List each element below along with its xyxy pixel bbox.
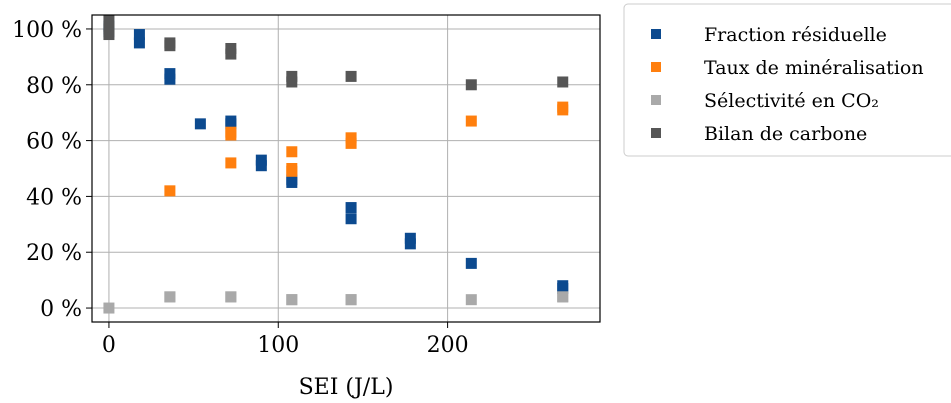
data-point-series-1 bbox=[164, 68, 176, 80]
x-tick-label: 200 bbox=[427, 333, 469, 358]
data-point-series-3 bbox=[164, 291, 176, 303]
data-point-series-3 bbox=[286, 294, 298, 306]
y-tick-label: 40 % bbox=[26, 185, 82, 210]
x-tick-label: 100 bbox=[257, 333, 299, 358]
data-point-series-4 bbox=[286, 76, 298, 88]
data-point-series-3 bbox=[103, 302, 115, 314]
y-tick-label: 100 % bbox=[12, 18, 82, 43]
data-point-series-3 bbox=[225, 291, 237, 303]
data-point-series-1 bbox=[225, 118, 237, 130]
data-point-series-3 bbox=[557, 291, 569, 303]
data-point-series-1 bbox=[133, 29, 145, 41]
data-point-series-2 bbox=[345, 137, 357, 149]
y-tick-label: 80 % bbox=[26, 74, 82, 99]
y-tick-label: 0 % bbox=[40, 297, 82, 322]
data-point-series-1 bbox=[557, 283, 569, 295]
data-point-series-4 bbox=[286, 70, 298, 82]
data-point-series-2 bbox=[465, 115, 477, 127]
data-point-series-1 bbox=[255, 160, 267, 172]
data-point-series-4 bbox=[103, 29, 115, 41]
y-tick-label: 60 % bbox=[26, 130, 82, 155]
legend: Fraction résiduelle Taux de minéralisatio… bbox=[623, 3, 951, 157]
axis-ticks: 0 100 200 0 % 20 % 40 % 60 % 80 % 100 % bbox=[12, 18, 468, 358]
data-point-series-3 bbox=[465, 294, 477, 306]
y-tick-label: 20 % bbox=[26, 241, 82, 266]
data-point-series-1 bbox=[194, 118, 206, 130]
data-point-series-2 bbox=[164, 185, 176, 197]
data-point-series-1 bbox=[345, 213, 357, 225]
legend-label: Sélectivité en CO₂ bbox=[704, 90, 879, 112]
grid bbox=[92, 15, 600, 322]
data-point-series-2 bbox=[345, 132, 357, 144]
data-point-series-2 bbox=[225, 157, 237, 169]
legend-box bbox=[623, 3, 951, 157]
data-point-series-4 bbox=[557, 76, 569, 88]
data-point-series-4 bbox=[103, 23, 115, 35]
data-point-series-1 bbox=[465, 257, 477, 269]
data-point-series-1 bbox=[345, 202, 357, 214]
data-point-series-1 bbox=[255, 154, 267, 166]
data-point-series-4 bbox=[225, 48, 237, 60]
legend-marker bbox=[651, 95, 661, 105]
data-point-series-2 bbox=[286, 165, 298, 177]
data-point-series-4 bbox=[345, 70, 357, 82]
legend-label: Fraction résiduelle bbox=[704, 24, 887, 46]
legend-marker bbox=[651, 128, 661, 138]
data-point-series-4 bbox=[465, 79, 477, 91]
data-point-series-2 bbox=[225, 129, 237, 141]
data-point-series-4 bbox=[103, 15, 115, 27]
legend-marker bbox=[651, 29, 661, 39]
data-point-series-1 bbox=[164, 73, 176, 85]
legend-label: Bilan de carbone bbox=[704, 123, 867, 145]
data-point-series-2 bbox=[286, 146, 298, 158]
data-points bbox=[103, 15, 569, 314]
plot-frame bbox=[91, 14, 601, 323]
legend-label: Taux de minéralisation bbox=[704, 57, 924, 79]
legend-marker bbox=[651, 62, 661, 72]
data-point-series-1 bbox=[404, 238, 416, 250]
data-point-series-3 bbox=[345, 294, 357, 306]
data-point-series-1 bbox=[404, 232, 416, 244]
data-point-series-2 bbox=[557, 104, 569, 116]
data-point-series-4 bbox=[164, 40, 176, 52]
data-point-series-1 bbox=[133, 37, 145, 49]
data-point-series-4 bbox=[225, 42, 237, 54]
x-tick-label: 0 bbox=[102, 333, 116, 358]
x-axis-label: SEI (J/L) bbox=[299, 375, 394, 400]
data-point-series-1 bbox=[286, 176, 298, 188]
